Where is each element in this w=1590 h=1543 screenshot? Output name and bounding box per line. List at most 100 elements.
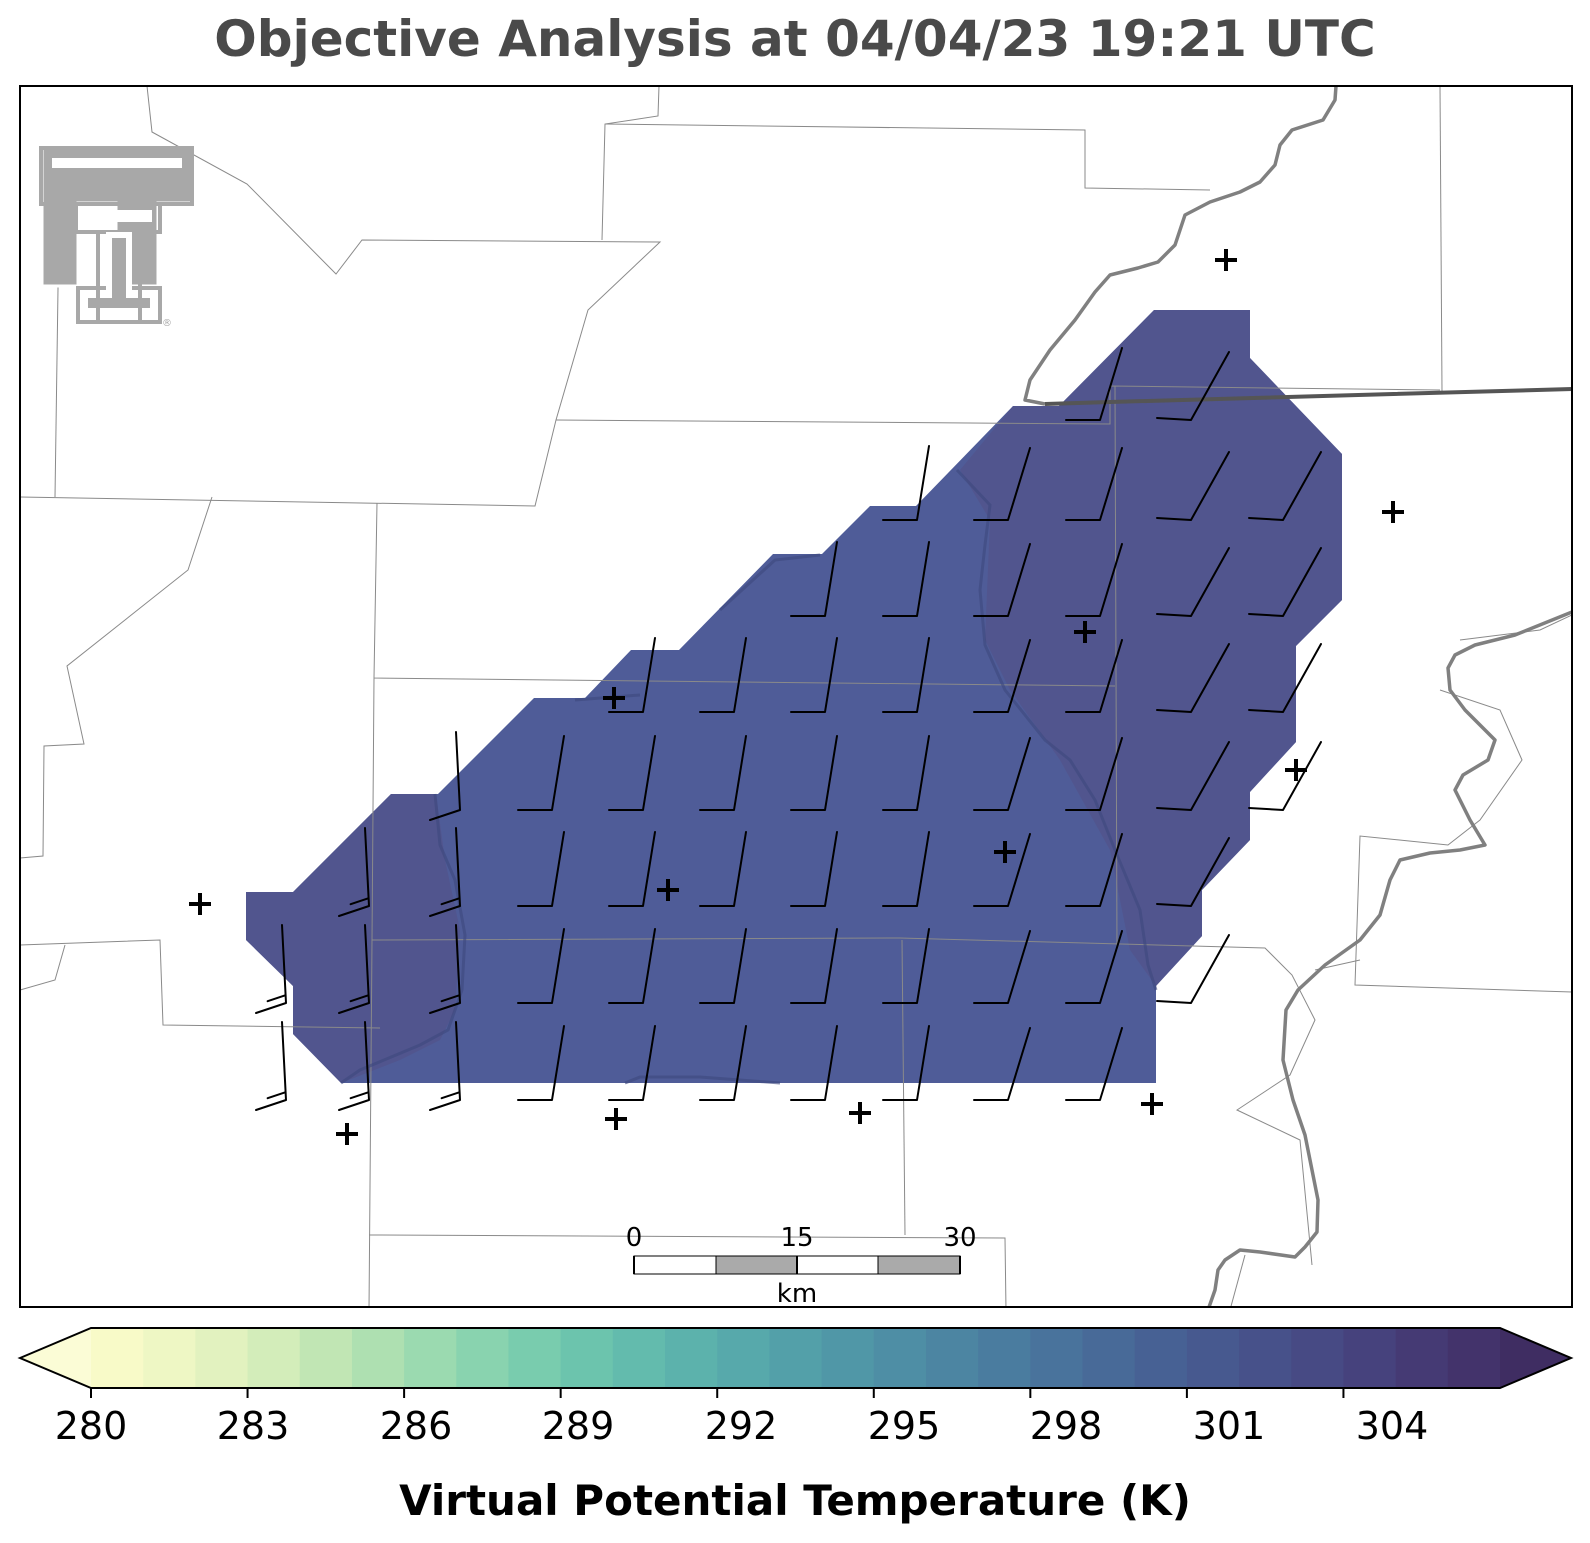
wind-barb — [790, 735, 838, 811]
wind-barb — [1156, 451, 1230, 521]
colorbar-segment — [143, 1328, 196, 1388]
wind-barb — [790, 1025, 838, 1101]
wind-barb — [699, 928, 747, 1004]
page-title: Objective Analysis at 04/04/23 19:21 UTC — [214, 10, 1376, 68]
station-marker — [1141, 1093, 1163, 1115]
wind-barb — [608, 831, 656, 907]
wind-barb — [790, 831, 838, 907]
colorbar-tick-292: 292 — [704, 1404, 778, 1448]
colorbar-tick-283: 283 — [216, 1404, 290, 1448]
wind-barb — [1065, 447, 1123, 521]
colorbar-tick-280: 280 — [54, 1404, 128, 1448]
wind-barb — [699, 1025, 747, 1101]
wind-barb — [255, 924, 287, 1014]
wind-barb — [882, 831, 930, 907]
colorbar-tick-298: 298 — [1029, 1404, 1103, 1448]
wind-barb — [973, 1027, 1031, 1101]
station-marker — [849, 1102, 871, 1124]
colorbar-segment — [247, 1328, 301, 1388]
colorbar-segment — [195, 1328, 249, 1388]
station-markers — [189, 249, 1404, 1145]
wind-barb — [1065, 639, 1123, 713]
wind-barb — [1156, 547, 1230, 617]
wind-barb — [429, 827, 461, 917]
colorbar-segment — [91, 1328, 144, 1388]
station-marker — [605, 1108, 627, 1130]
colorbar-tick-289: 289 — [541, 1404, 615, 1448]
scale-bar: 0 15 30 km — [626, 1223, 977, 1309]
wind-barb — [973, 930, 1031, 1004]
colorbar-segment — [1134, 1328, 1188, 1388]
station-marker — [336, 1123, 358, 1145]
station-marker — [994, 841, 1016, 863]
wind-barb — [1248, 547, 1322, 617]
colorbar-segment — [925, 1328, 979, 1388]
station-marker — [1382, 501, 1404, 523]
wind-barb — [1156, 837, 1230, 907]
colorbar-segment — [1291, 1328, 1345, 1388]
colorbar-title: Virtual Potential Temperature (K) — [399, 1476, 1191, 1525]
wind-barb — [882, 445, 930, 521]
colorbar-segment — [456, 1328, 510, 1388]
colorbar-segment — [508, 1328, 562, 1388]
wind-barb — [790, 928, 838, 1004]
colorbar-segment — [873, 1328, 927, 1388]
wind-barb — [429, 924, 461, 1014]
wind-barb — [517, 928, 565, 1004]
wind-barb — [882, 928, 930, 1004]
colorbar-segment — [351, 1328, 405, 1388]
vpt-field-warm-east — [960, 310, 1342, 986]
map-frame — [19, 85, 1573, 1308]
station-marker — [1074, 621, 1096, 643]
colorbar — [17, 1327, 1574, 1398]
wind-barb — [699, 637, 747, 713]
colorbar-segment — [821, 1328, 875, 1388]
vpt-field — [246, 310, 1342, 1083]
wind-barb — [973, 543, 1031, 617]
texas-tech-logo: ® — [39, 146, 194, 329]
wind-barb — [882, 735, 930, 811]
scale-label-0: 0 — [626, 1223, 643, 1253]
wind-barb — [973, 737, 1031, 811]
wind-barb — [338, 827, 370, 917]
wind-barb — [338, 924, 370, 1014]
wind-barb — [1065, 543, 1123, 617]
wind-barb — [1065, 930, 1123, 1004]
wind-barb — [517, 735, 565, 811]
scale-label-15: 15 — [780, 1223, 813, 1253]
wind-barbs — [255, 347, 1322, 1111]
colorbar-tick-286: 286 — [379, 1404, 453, 1448]
wind-barb — [1065, 737, 1123, 811]
wind-barb — [338, 1021, 370, 1111]
scale-label-30: 30 — [943, 1223, 976, 1253]
colorbar-segment — [404, 1328, 457, 1388]
wind-barb — [973, 447, 1031, 521]
wind-barb — [608, 637, 656, 713]
colorbar-segment — [978, 1328, 1031, 1388]
wind-barb — [973, 833, 1031, 907]
colorbar-segment — [560, 1328, 614, 1388]
vpt-field-warm-west — [246, 794, 460, 1083]
colorbar-segment — [1343, 1328, 1397, 1388]
colorbar-segment — [1447, 1328, 1501, 1388]
colorbar-segment — [1395, 1328, 1449, 1388]
wind-barb — [1156, 351, 1230, 421]
wind-barb — [1156, 643, 1230, 713]
wind-barb — [255, 1021, 287, 1111]
colorbar-segment — [1082, 1328, 1136, 1388]
colorbar-segment — [612, 1328, 666, 1388]
wind-barb — [790, 541, 838, 617]
state-lines — [1023, 86, 1572, 1307]
colorbar-over-extend — [1500, 1328, 1571, 1388]
wind-barb — [608, 928, 656, 1004]
station-marker — [657, 879, 679, 901]
colorbar-tick-301: 301 — [1192, 1404, 1266, 1448]
wind-barb — [429, 1021, 461, 1111]
colorbar-segment — [665, 1328, 718, 1388]
colorbar-tick-295: 295 — [867, 1404, 941, 1448]
wind-barb — [1248, 741, 1322, 811]
station-marker — [1285, 759, 1307, 781]
wind-barb — [1065, 347, 1123, 421]
colorbar-segment — [769, 1328, 823, 1388]
